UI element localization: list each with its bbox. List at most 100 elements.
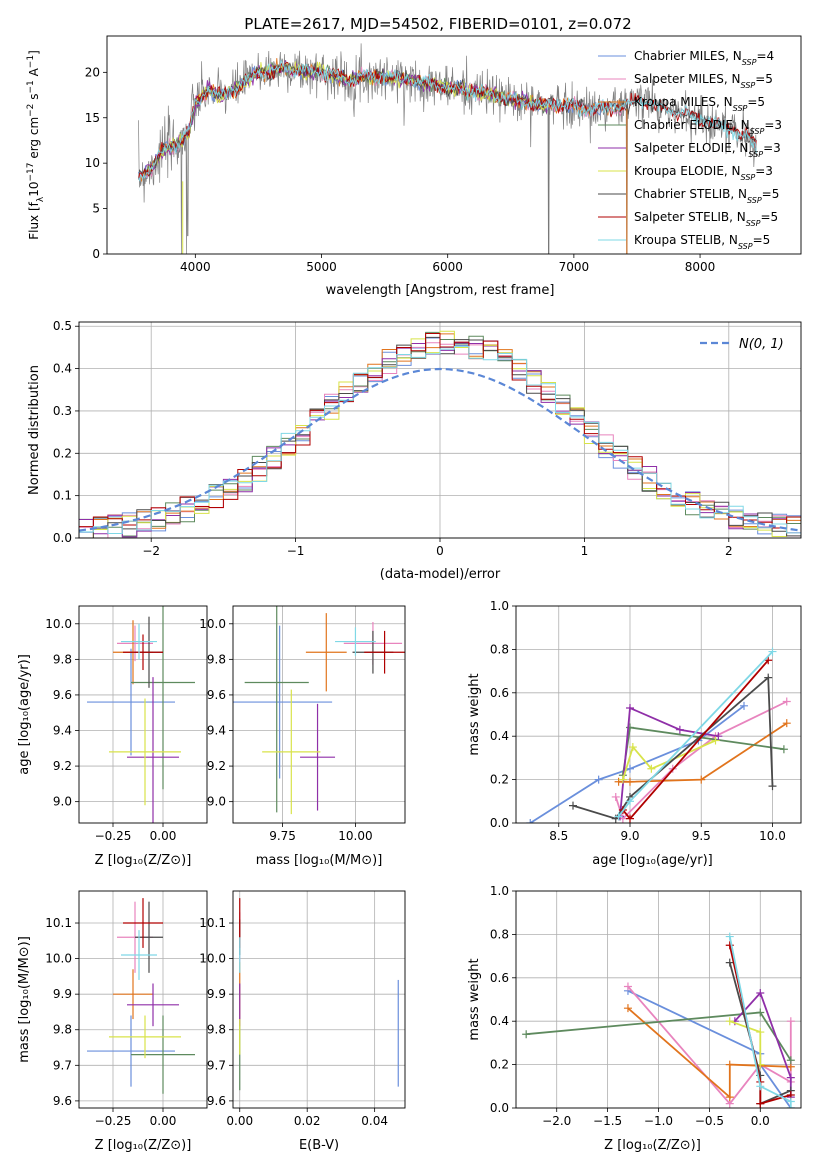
mass_vs_ebv-xlabel: E(B-V) (299, 1138, 339, 1153)
weight_vs_Z-xtick-label-3: −0.5 (695, 1114, 724, 1128)
weight_vs_age-xtick-label-3: 10.0 (759, 829, 786, 843)
weight_vs_Z-xtick-label-2: −1.0 (644, 1114, 673, 1128)
weight_vs_Z-marker-8-3 (786, 1104, 795, 1108)
spectrum-xtick-label-3: 7000 (559, 260, 590, 274)
legend-label-1: Salpeter MILES, NSSP=5 (634, 72, 773, 90)
spectrum-xlabel: wavelength [Angstrom, rest frame] (326, 283, 555, 298)
weight_vs_age-marker-5-3 (711, 736, 720, 745)
weight_vs_age-series-5 (622, 739, 716, 780)
weight_vs_Z-xtick-label-1: −1.5 (593, 1114, 622, 1128)
age_vs_mass-ytick-label-4: 9.8 (207, 652, 226, 666)
weight_vs_age-ytick-label-0: 0.0 (490, 816, 509, 830)
weight_vs_Z-marker-2-0 (623, 1004, 632, 1013)
weight_vs_age-ytick-label-2: 0.4 (490, 729, 509, 743)
age_vs_Z-ytick-label-3: 9.6 (53, 688, 72, 702)
spectrum-ytick-label-2: 10 (85, 156, 100, 170)
weight-vs-metallicity-panel: −2.0 −1.5 −1.0 −0.5 0.0 0.0 0.2 0.4 0.6 0.8 1.0 Z [… (467, 884, 802, 1153)
mass_vs_Z-ytick-label-1: 9.7 (53, 1058, 72, 1072)
mass_vs_ebv-ytick-label-2: 9.8 (207, 1023, 226, 1037)
age_vs_mass-xlabel: mass [log₁₀(M/M⊙)] (256, 853, 383, 868)
weight_vs_age-marker-5-1 (628, 743, 637, 752)
weight_vs_Z-marker-2-1 (725, 1093, 734, 1102)
mass_vs_ebv-xtick-label-2: 0.04 (361, 1114, 388, 1128)
legend-label-7: Salpeter STELIB, NSSP=5 (634, 210, 778, 228)
weight_vs_Z-marker-3-1 (756, 1008, 765, 1017)
weight_vs_Z-plot-area (522, 932, 795, 1108)
mass_vs_Z-ytick-label-5: 10.1 (45, 916, 72, 930)
weight_vs_age-marker-4-1 (626, 703, 634, 712)
residuals-xtick-label-0: −2 (142, 544, 160, 558)
weight_vs_Z-marker-2-2 (725, 1060, 734, 1069)
weight_vs_age-marker-0-1 (594, 775, 603, 784)
weight_vs_age-marker-7-1 (626, 814, 634, 823)
weight_vs_Z-marker-5-1 (756, 1028, 765, 1037)
residuals-xlabel: (data-model)/error (380, 567, 501, 582)
weight_vs_age-series-4 (619, 706, 719, 817)
weight_vs_age-marker-3-2 (779, 745, 788, 754)
legend-label-8: Kroupa STELIB, NSSP=5 (634, 233, 770, 251)
mass_vs_ebv-frame (232, 890, 406, 1109)
weight_vs_age-marker-7-2 (764, 656, 773, 665)
weight_vs_Z-marker-1-4 (786, 1017, 795, 1026)
mass_vs_Z-ytick-label-2: 9.8 (53, 1023, 72, 1037)
weight_vs_Z-xtick-label-0: −2.0 (542, 1114, 571, 1128)
residuals-xtick-label-3: 1 (581, 544, 589, 558)
spectrum-frame (106, 35, 802, 255)
age_vs_mass-plot-area (233, 606, 405, 815)
weight_vs_age-ytick-label-3: 0.6 (490, 686, 509, 700)
weight_vs_age-marker-6-0 (569, 801, 577, 810)
mass-vs-ebv-panel: 0.00 0.02 0.04 9.6 9.7 9.8 9.9 10.0 10.1 E(B-V) (199, 890, 406, 1153)
mass_vs_Z-xtick-label-1: 0.00 (150, 1114, 177, 1128)
weight_vs_Z-marker-8-1 (756, 1082, 765, 1091)
weight_vs_Z-ytick-label-1: 0.2 (490, 1058, 509, 1072)
age_vs_mass-ytick-label-0: 9.0 (207, 795, 226, 809)
histogram-kroupa-stelib (79, 345, 801, 538)
spectrum-ytick-label-4: 20 (85, 65, 100, 79)
age_vs_Z-ytick-label-0: 9.0 (53, 795, 72, 809)
weight_vs_age-marker-4-3 (714, 732, 723, 741)
weight_vs_age-marker-8-2 (768, 647, 777, 656)
residuals-ylabel: Normed distribution (27, 365, 42, 495)
weight_vs_Z-marker-4-2 (786, 1073, 795, 1082)
age_vs_mass-ytick-label-3: 9.6 (207, 688, 226, 702)
mass_vs_Z-xtick-label-0: −0.25 (95, 1114, 132, 1128)
weight_vs_age-marker-8-1 (626, 797, 634, 806)
weight_vs_Z-ytick-label-2: 0.4 (490, 1014, 509, 1028)
residuals-frame (78, 321, 802, 539)
weight_vs_age-xtick-label-0: 8.5 (549, 829, 568, 843)
weight_vs_age-marker-2-2 (697, 775, 706, 784)
mass_vs_Z-plot-area (87, 898, 195, 1094)
mass-vs-metallicity-panel: −0.25 0.00 9.6 9.7 9.8 9.9 10.0 10.1 Z [log₁₀(Z/… (17, 890, 208, 1153)
weight_vs_Z-marker-4-1 (756, 988, 765, 997)
weight_vs_Z-marker-6-0 (725, 958, 734, 967)
mass_vs_ebv-ytick-label-0: 9.6 (207, 1094, 226, 1108)
residuals-ytick-label-0: 0.0 (53, 531, 72, 545)
weight_vs_age-xtick-label-2: 9.5 (692, 829, 711, 843)
legend-label-5: Kroupa ELODIE, NSSP=3 (634, 164, 773, 182)
weight_vs_age-marker-6-3 (764, 673, 773, 682)
model-spectrum-kroupa-stelib (138, 59, 757, 182)
weight_vs_age-ytick-label-5: 1.0 (490, 599, 509, 613)
weight_vs_Z-ytick-label-0: 0.0 (490, 1101, 509, 1115)
mass_vs_Z-ytick-label-3: 9.9 (53, 987, 72, 1001)
weight_vs_age-xlabel: age [log₁₀(age/yr)] (592, 853, 713, 868)
mass_vs_ebv-ytick-label-1: 9.7 (207, 1058, 226, 1072)
weight_vs_age-plot-area (526, 647, 791, 823)
spectrum-plot-area (138, 43, 758, 254)
spectrum-xtick-label-4: 8000 (685, 260, 716, 274)
normal-legend-label: N(0, 1) (739, 337, 784, 352)
weight_vs_age-marker-0-0 (526, 819, 535, 823)
spectrum-xtick-label-1: 5000 (306, 260, 337, 274)
weight_vs_age-marker-2-1 (626, 777, 634, 786)
age-vs-metallicity-panel: −0.25 0.00 9.0 9.2 9.4 9.6 9.8 10.0 Z [log₁₀(Z/Z… (17, 605, 208, 868)
weight_vs_age-marker-8-0 (614, 812, 623, 821)
weight_vs_Z-marker-8-0 (725, 932, 734, 941)
spectrum-xtick-label-0: 4000 (180, 260, 211, 274)
age_vs_Z-plot-area (87, 606, 195, 823)
age_vs_Z-ytick-label-1: 9.2 (53, 759, 72, 773)
age_vs_Z-ytick-label-4: 9.8 (53, 652, 72, 666)
mass_vs_ebv-xtick-label-0: 0.00 (226, 1114, 253, 1128)
weight_vs_Z-marker-7-2 (756, 1099, 765, 1108)
age_vs_Z-xlabel: Z [log₁₀(Z/Z⊙)] (95, 853, 192, 868)
